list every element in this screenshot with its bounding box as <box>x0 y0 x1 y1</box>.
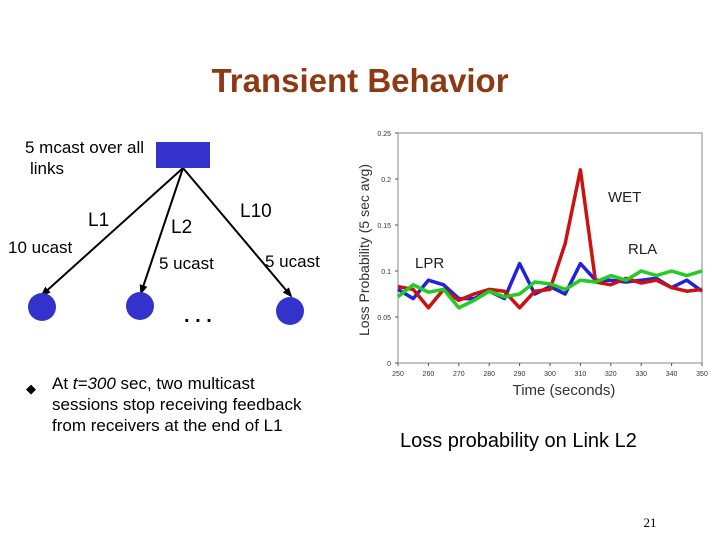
y-tick-label: 0.25 <box>377 131 391 138</box>
bullet-icon: ◆ <box>26 381 36 396</box>
x-tick-label: 310 <box>575 371 587 378</box>
y-tick-label: 0.1 <box>381 269 391 276</box>
ellipsis: . . . <box>184 305 212 327</box>
x-tick-label: 340 <box>666 371 678 378</box>
series-label-wet: WET <box>608 189 641 206</box>
x-tick-label: 320 <box>605 371 617 378</box>
y-axis-label: Loss Probability (5 sec avg) <box>356 164 372 336</box>
link-label-l1: L1 <box>88 210 110 231</box>
link-l2-line <box>139 167 184 295</box>
series-label-lpr: LPR <box>415 255 444 272</box>
receiver-node-2 <box>126 292 154 320</box>
slide-title: Transient Behavior <box>211 62 509 99</box>
receiver-label-l10: 5 ucast <box>265 252 320 271</box>
x-tick-label: 300 <box>544 371 556 378</box>
receiver-node-3 <box>276 297 304 325</box>
link-label-l2: L2 <box>171 217 193 238</box>
series-label-rla: RLA <box>628 241 657 258</box>
source-label: 5 mcast over all links <box>25 138 145 178</box>
x-axis-label: Time (seconds) <box>513 382 616 399</box>
series-line-rla <box>396 269 703 310</box>
receiver-node-1 <box>28 293 56 321</box>
topology-diagram <box>28 142 304 325</box>
x-tick-label: 260 <box>423 371 435 378</box>
loss-probability-chart: 0 0.05 0.1 0.15 0.2 0.25 250 260 270 280 290 300 310… <box>356 131 708 399</box>
page-number: 21 <box>643 515 657 530</box>
y-tick-label: 0 <box>387 361 391 368</box>
x-tick-label: 280 <box>483 371 495 378</box>
chart-caption: Loss probability on Link L2 <box>400 430 637 452</box>
receiver-label-l1: 10 ucast <box>8 238 73 257</box>
y-tick-label: 0.2 <box>381 177 391 184</box>
source-node <box>156 142 210 168</box>
x-tick-label: 270 <box>453 371 465 378</box>
link-l10-line <box>182 167 293 298</box>
x-tick-label: 330 <box>635 371 647 378</box>
x-tick-label: 290 <box>514 371 526 378</box>
receiver-label-l2: 5 ucast <box>159 254 214 273</box>
y-tick-label: 0.05 <box>377 315 391 322</box>
x-tick-label: 350 <box>696 371 708 378</box>
link-label-l10: L10 <box>240 201 272 222</box>
bullet-text: At t=300 sec, two multicast sessions sto… <box>52 374 302 435</box>
y-tick-label: 0.15 <box>377 223 391 230</box>
link-l1-line <box>40 167 184 297</box>
x-tick-label: 250 <box>392 371 404 378</box>
